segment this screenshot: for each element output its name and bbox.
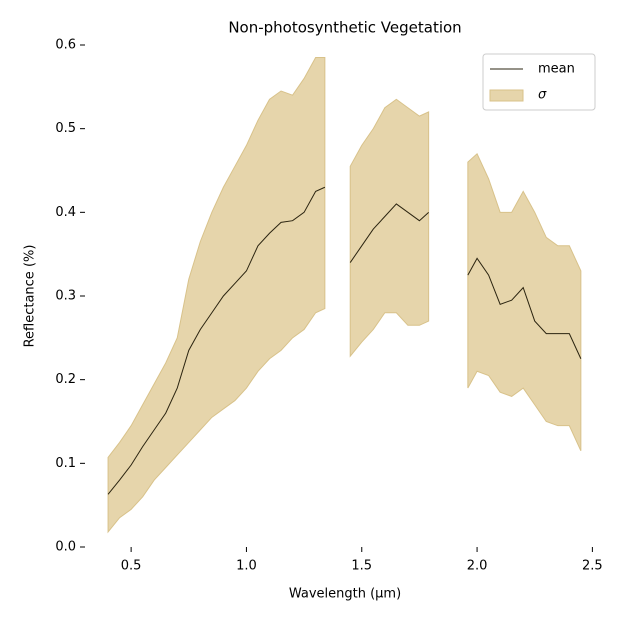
- legend-label: mean: [538, 62, 575, 77]
- y-tick-label: 0.4: [55, 205, 76, 220]
- y-axis-label: Reflectance (%): [23, 245, 38, 348]
- chart-title: Non-photosynthetic Vegetation: [228, 19, 461, 37]
- y-tick-label: 0.6: [55, 38, 76, 53]
- y-tick-label: 0.3: [55, 289, 76, 304]
- x-tick-label: 2.5: [582, 559, 603, 574]
- legend: mean σ: [482, 53, 596, 111]
- legend-swatch: [489, 89, 524, 102]
- legend-label: σ: [538, 88, 547, 103]
- y-tick-label: 0.5: [55, 121, 76, 136]
- x-tick-label: 0.5: [121, 559, 142, 574]
- x-tick-label: 1.5: [351, 559, 372, 574]
- mean-line: [107, 186, 582, 495]
- x-tick-label: 1.0: [236, 559, 257, 574]
- y-tick-label: 0.1: [55, 456, 76, 471]
- x-tick-label: 2.0: [467, 559, 488, 574]
- y-tick-label: 0.0: [55, 540, 76, 555]
- sigma-band: [107, 57, 582, 534]
- x-axis-label: Wavelength (μm): [289, 587, 401, 602]
- y-tick-label: 0.2: [55, 372, 76, 387]
